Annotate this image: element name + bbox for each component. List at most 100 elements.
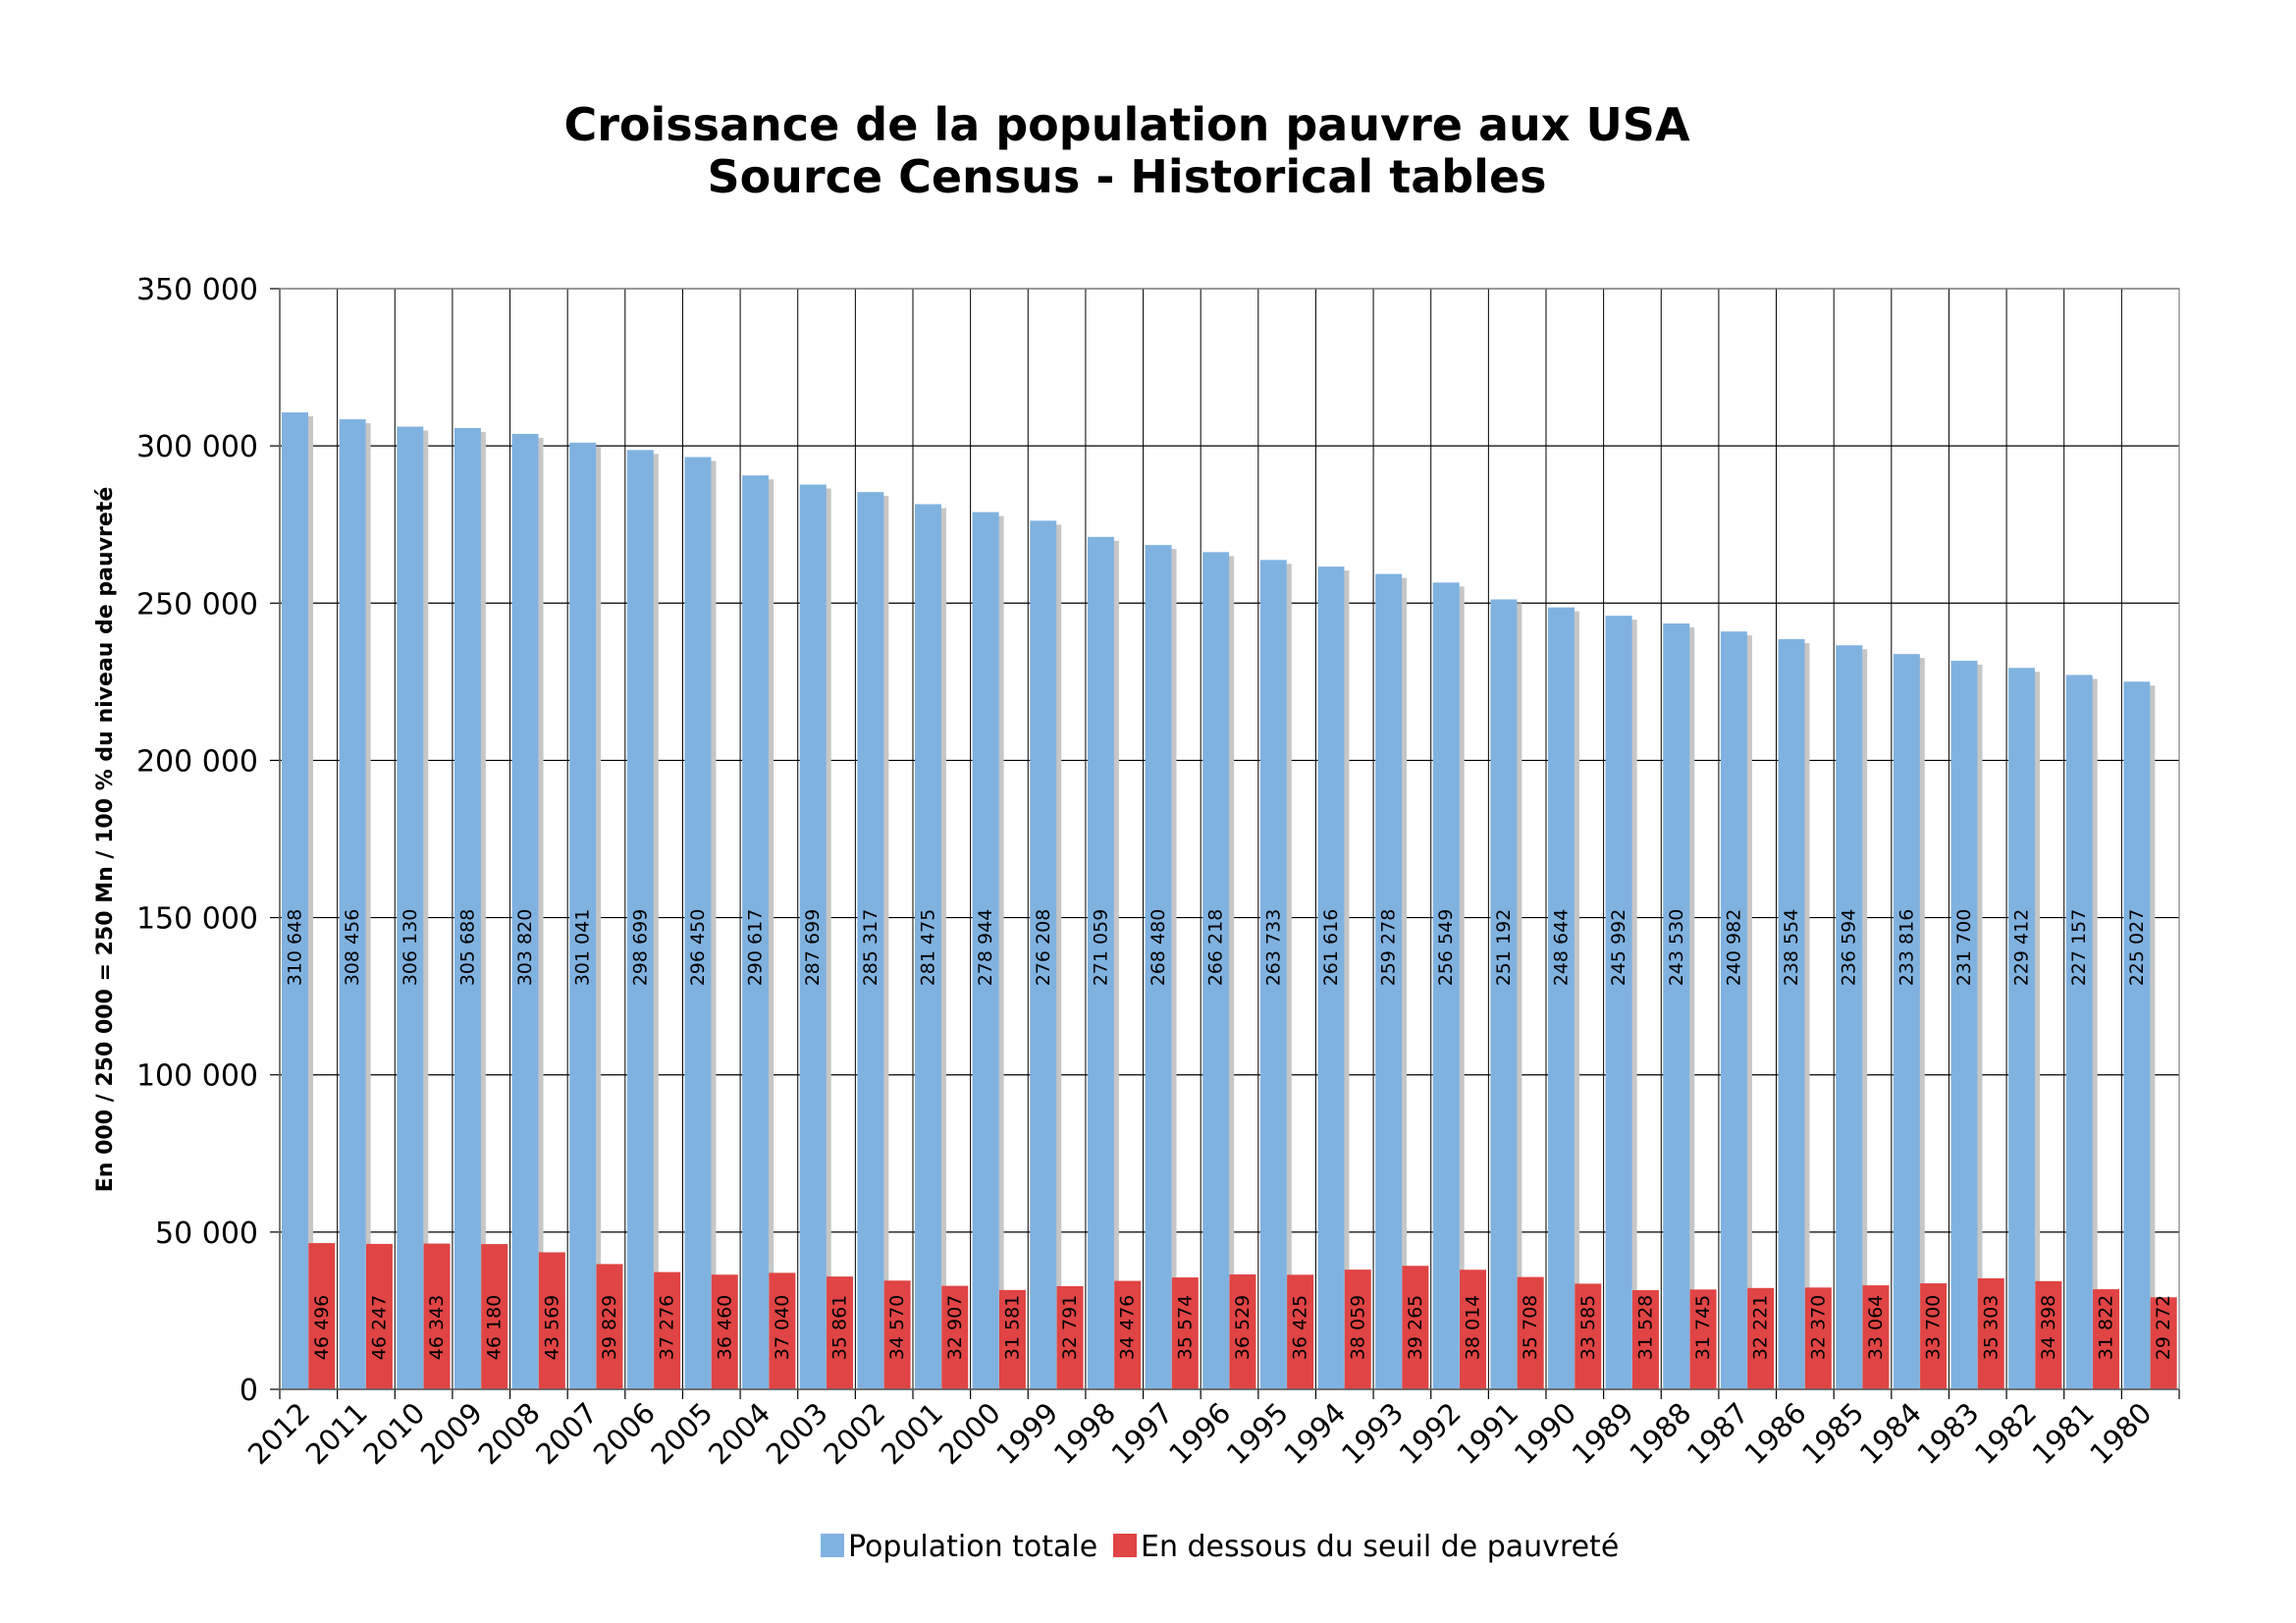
bar-pauvrete xyxy=(308,1243,336,1389)
data-label-pauvrete: 43 569 xyxy=(541,1295,562,1360)
bar-pauvrete xyxy=(481,1244,508,1389)
y-tick-label: 300 000 xyxy=(136,430,258,464)
x-tick-label: 1980 xyxy=(2083,1396,2158,1471)
data-label-pauvrete: 33 585 xyxy=(1577,1295,1599,1360)
y-tick-label: 0 xyxy=(240,1374,258,1408)
bar-population-totale xyxy=(1202,552,1230,1389)
bar-pauvrete xyxy=(365,1243,393,1389)
legend-swatch-pauvrete xyxy=(1113,1534,1137,1557)
x-tick-label: 1987 xyxy=(1681,1396,1755,1471)
data-label-population: 248 644 xyxy=(1550,909,1572,987)
data-label-pauvrete: 35 861 xyxy=(829,1295,851,1360)
bar-pauvrete xyxy=(1344,1270,1371,1389)
data-label-pauvrete: 34 398 xyxy=(2038,1295,2059,1360)
data-label-population: 251 192 xyxy=(1493,909,1515,987)
x-tick-label: 2004 xyxy=(702,1396,776,1471)
data-label-pauvrete: 31 528 xyxy=(1634,1295,1656,1360)
bar-pauvrete xyxy=(423,1243,451,1389)
bar-pauvrete xyxy=(1920,1283,1948,1389)
bar-population-totale xyxy=(1030,520,1057,1389)
bar-population-totale xyxy=(1663,623,1690,1389)
x-tick-label: 2008 xyxy=(472,1396,547,1471)
bar-pauvrete xyxy=(998,1289,1026,1389)
axes xyxy=(270,288,2180,1399)
y-tick-label: 250 000 xyxy=(136,587,258,622)
bar-population-totale xyxy=(799,484,827,1389)
bar-pauvrete xyxy=(654,1271,681,1389)
data-label-pauvrete: 39 265 xyxy=(1405,1295,1426,1360)
bar-pauvrete xyxy=(1575,1283,1602,1389)
bar-population-totale xyxy=(511,433,539,1389)
x-tick-label: 2006 xyxy=(587,1396,662,1471)
bar-pauvrete xyxy=(1747,1287,1775,1389)
chart-title-line-2: Source Census - Historical tables xyxy=(707,150,1546,203)
bar-pauvrete xyxy=(711,1274,738,1389)
data-label-pauvrete: 46 247 xyxy=(368,1295,390,1360)
data-label-population: 266 218 xyxy=(1205,909,1227,987)
bar-pauvrete xyxy=(1631,1290,1659,1389)
bar-population-totale xyxy=(1259,560,1287,1389)
data-label-pauvrete: 35 303 xyxy=(1980,1295,2002,1360)
bar-population-totale xyxy=(282,412,308,1390)
x-tick-label: 1999 xyxy=(989,1396,1064,1471)
y-tick-label: 150 000 xyxy=(136,902,258,937)
y-tick-label: 350 000 xyxy=(136,273,258,307)
data-label-population: 308 456 xyxy=(342,909,363,987)
bar-population-totale xyxy=(2065,675,2093,1389)
data-label-population: 243 530 xyxy=(1666,909,1687,987)
bar-pauvrete xyxy=(1402,1266,1429,1389)
x-tick-label: 1993 xyxy=(1335,1396,1410,1471)
data-label-population: 229 412 xyxy=(2011,909,2033,987)
bar-pauvrete xyxy=(1287,1274,1314,1389)
bar-pauvrete xyxy=(1114,1280,1142,1389)
data-label-pauvrete: 38 059 xyxy=(1347,1295,1368,1360)
x-tick-label: 1985 xyxy=(1795,1396,1870,1471)
data-label-population: 310 648 xyxy=(284,909,305,987)
bar-pauvrete xyxy=(596,1264,623,1389)
data-label-population: 298 699 xyxy=(629,909,651,987)
data-label-pauvrete: 38 014 xyxy=(1463,1295,1484,1360)
data-label-pauvrete: 37 040 xyxy=(772,1295,793,1360)
data-labels: 310 648 46 496 308 456 46 247 306 130 46 343 3… xyxy=(284,909,2174,1361)
x-tick-label: 1984 xyxy=(1853,1396,1928,1471)
data-label-pauvrete: 32 791 xyxy=(1059,1295,1081,1360)
x-tick-label: 2001 xyxy=(875,1396,949,1471)
data-label-pauvrete: 33 700 xyxy=(1923,1295,1945,1360)
bar-population-totale xyxy=(684,457,712,1389)
y-tick-label: 50 000 xyxy=(155,1217,258,1251)
bar-population-totale xyxy=(1893,654,1920,1389)
x-tick-label: 1988 xyxy=(1623,1396,1697,1471)
x-tick-label: 1981 xyxy=(2026,1396,2101,1471)
data-label-population: 268 480 xyxy=(1148,909,1169,987)
bar-pauvrete xyxy=(1229,1274,1256,1389)
bar-pauvrete xyxy=(2150,1297,2177,1389)
bar-population-totale xyxy=(1836,645,1863,1389)
bar-population-totale xyxy=(1087,536,1114,1389)
bar-population-totale xyxy=(915,504,941,1389)
x-tick-label: 2010 xyxy=(356,1396,431,1471)
bar-population-totale xyxy=(1375,573,1403,1389)
bar-pauvrete xyxy=(1517,1276,1544,1389)
y-tick-label: 100 000 xyxy=(136,1059,258,1094)
bar-population-totale xyxy=(1317,567,1345,1389)
bar-population-totale xyxy=(972,512,999,1389)
data-label-pauvrete: 33 064 xyxy=(1865,1295,1887,1360)
data-label-pauvrete: 32 907 xyxy=(944,1295,966,1360)
bar-pauvrete xyxy=(1977,1277,2004,1389)
data-label-population: 278 944 xyxy=(975,909,996,987)
y-axis-label: En 000 / 250 000 = 250 Mn / 100 % du niv… xyxy=(93,487,118,1193)
bar-pauvrete xyxy=(2035,1280,2062,1389)
bar-population-totale xyxy=(1720,631,1747,1389)
data-label-population: 245 992 xyxy=(1608,909,1629,987)
data-label-population: 271 059 xyxy=(1090,909,1111,987)
x-tick-label: 1989 xyxy=(1566,1396,1640,1471)
data-label-pauvrete: 29 272 xyxy=(2153,1295,2174,1360)
legend-label-pauvrete: En dessous du seuil de pauvreté xyxy=(1141,1530,1619,1564)
data-label-population: 303 820 xyxy=(514,909,536,987)
y-tick-labels: 0 50 000 100 000 150 000 200 000 250 000 300 0… xyxy=(136,273,258,1408)
data-label-population: 281 475 xyxy=(917,909,938,987)
bar-population-totale xyxy=(454,427,481,1389)
x-tick-label: 1983 xyxy=(1910,1396,1985,1471)
x-tick-label: 2002 xyxy=(817,1396,891,1471)
